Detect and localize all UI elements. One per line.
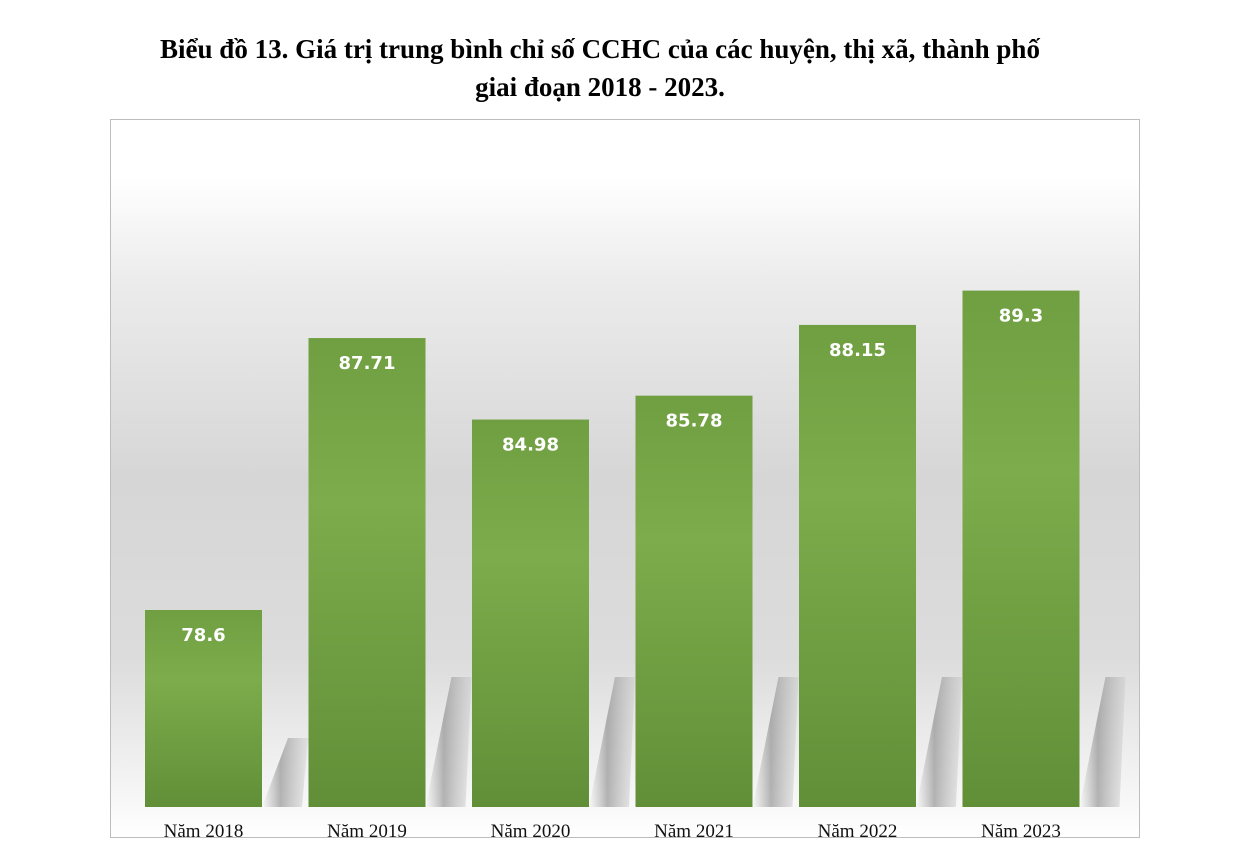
bar-shadow (262, 738, 308, 807)
data-label-6: 89.3 (999, 306, 1043, 327)
x-tick-label-6: Năm 2023 (981, 821, 1061, 842)
data-label-5: 88.15 (829, 340, 886, 361)
data-label-3: 84.98 (502, 435, 559, 456)
bar-2 (308, 338, 426, 807)
bar-3 (472, 419, 589, 807)
x-tick-label-5: Năm 2022 (818, 821, 898, 842)
chart-title: Biểu đồ 13. Giá trị trung bình chỉ số CC… (0, 30, 1200, 106)
chart-title-line-2: giai đoạn 2018 - 2023. (475, 72, 725, 102)
chart-title-line-1: Biểu đồ 13. Giá trị trung bình chỉ số CC… (160, 34, 1040, 64)
bar-6 (962, 290, 1080, 808)
bar-shadow (589, 677, 635, 807)
bar-4 (635, 395, 753, 807)
x-tick-label-4: Năm 2021 (654, 821, 734, 842)
x-tick-label-1: Năm 2018 (164, 821, 244, 842)
bar-shadow (752, 677, 799, 807)
data-label-4: 85.78 (666, 411, 723, 432)
x-tick-label-2: Năm 2019 (327, 821, 407, 842)
bar-shadow (1079, 677, 1126, 807)
data-label-2: 87.71 (339, 353, 396, 374)
bar-shadow (916, 677, 962, 807)
x-tick-label-3: Năm 2020 (491, 821, 571, 842)
bar-shadow (425, 677, 472, 807)
bar-5 (799, 324, 916, 807)
data-label-1: 78.6 (181, 625, 225, 646)
bar-1 (145, 609, 262, 807)
